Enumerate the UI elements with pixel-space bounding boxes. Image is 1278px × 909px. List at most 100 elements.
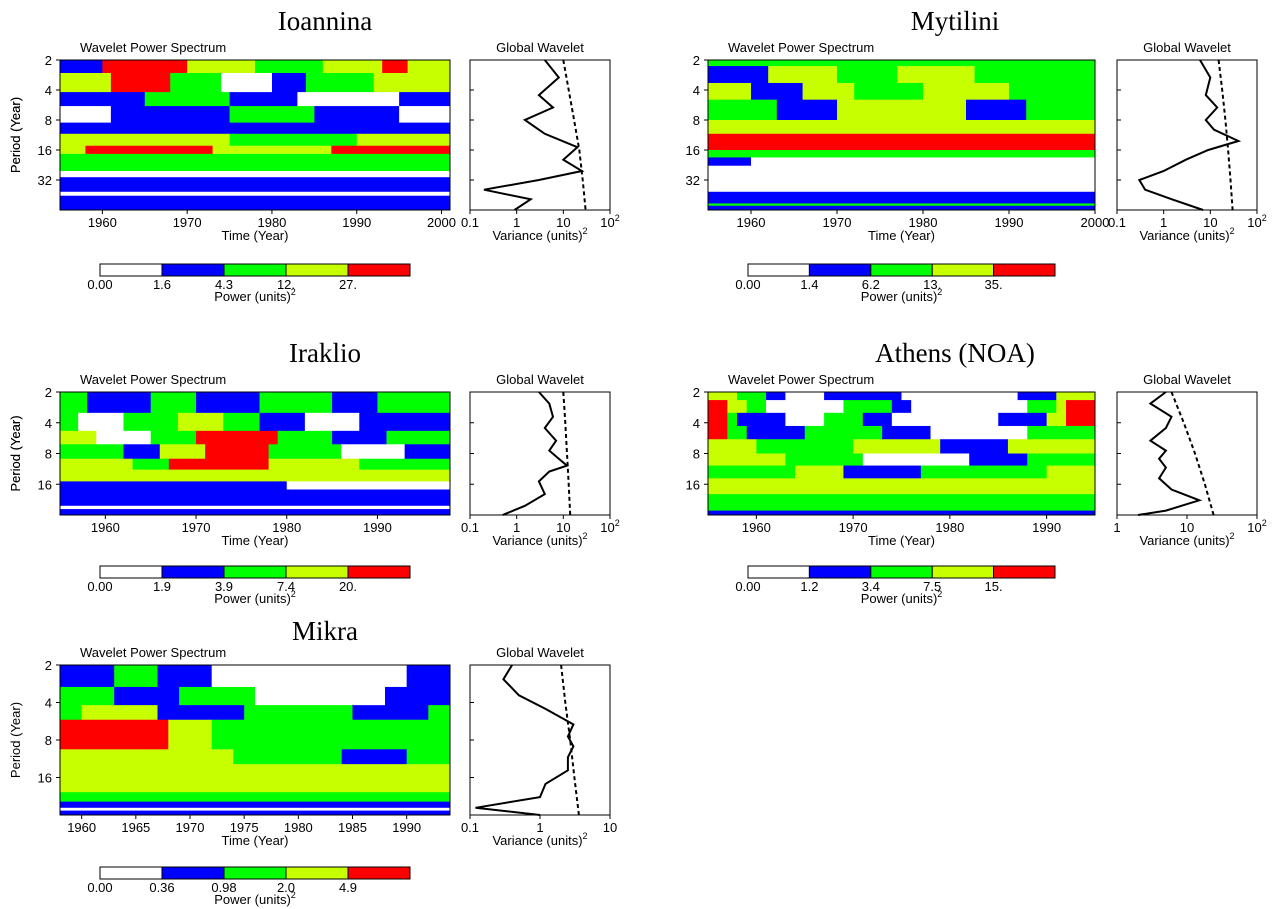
heatmap-cell [60, 177, 451, 193]
time-tick-label: 1970 [823, 215, 852, 230]
heatmap-cell [331, 145, 451, 155]
heatmap-cell [708, 66, 769, 84]
heatmap-cell [356, 133, 451, 147]
heatmap-cell [708, 157, 752, 167]
power-axis-label: Power (units)2 [861, 589, 943, 606]
time-axis-label: Time (Year) [868, 533, 935, 548]
period-axis-label: Period (Year) [8, 97, 23, 173]
colorbar-segment [747, 565, 810, 579]
heatmap-cell [708, 465, 796, 479]
period-tick-label: 4 [45, 696, 52, 711]
time-tick-label: 1960 [88, 215, 117, 230]
heatmap-cell [60, 489, 451, 507]
station-title: Mikra [292, 616, 358, 646]
variance-tick-label: 102 [1247, 213, 1266, 230]
colorbar-level-label: 0.00 [87, 277, 112, 292]
time-tick-label: 1970 [176, 820, 205, 835]
heatmap-cell [60, 749, 234, 765]
heatmap-cell [60, 412, 79, 432]
time-tick-label: 1980 [257, 215, 286, 230]
period-tick-label: 8 [45, 113, 52, 128]
colorbar-segment [99, 565, 163, 579]
heatmap-cell [314, 106, 400, 124]
colorbar-segment [347, 565, 411, 579]
heatmap-cell [60, 153, 451, 172]
station-panel-0: Ioannina Wavelet Power Spectrum 2 4 8 16 32 196… [8, 6, 620, 304]
heatmap-cell [824, 412, 864, 427]
time-tick-label: 1990 [342, 215, 371, 230]
heatmap-cell [708, 205, 1096, 211]
heatmap-cell [708, 99, 778, 121]
time-tick-label: 1970 [173, 215, 202, 230]
colorbar-segment [808, 565, 872, 579]
heatmap-cell [708, 425, 728, 440]
variance-tick-label: 0.1 [461, 520, 479, 535]
spectrum-title: Wavelet Power Spectrum [728, 40, 874, 55]
colorbar-level-label: 1.6 [153, 277, 171, 292]
period-tick-label: 8 [693, 447, 700, 462]
station-title: Ioannina [278, 6, 372, 36]
heatmap-cell [891, 400, 912, 414]
variance-tick-label: 102 [600, 518, 619, 535]
colorbar-segment [931, 263, 995, 277]
colorbar-level-label: 15. [985, 579, 1003, 594]
heatmap-cell [727, 400, 748, 414]
time-tick-label: 1960 [737, 215, 766, 230]
heatmap-cell [211, 719, 451, 750]
colorbar-level-label: 4.9 [339, 880, 357, 895]
heatmap-cell [60, 792, 451, 803]
time-tick-label: 1975 [230, 820, 259, 835]
heatmap-cell [60, 92, 146, 107]
time-tick-label: 1990 [995, 215, 1024, 230]
colorbar-segment [285, 866, 349, 880]
colorbar-segment [161, 263, 225, 277]
period-tick-label: 2 [693, 53, 700, 68]
heatmap-cell [737, 412, 786, 427]
heatmap-cell [196, 392, 261, 414]
colorbar-segment [747, 263, 810, 277]
heatmap-cell [60, 195, 451, 211]
heatmap-cell [60, 801, 451, 809]
period-tick-label: 4 [693, 83, 700, 98]
heatmap-cell [157, 705, 245, 721]
global-title: Global Wavelet [496, 40, 584, 55]
variance-axis-label: Variance (units)2 [492, 831, 587, 848]
period-tick-label: 16 [686, 477, 700, 492]
heatmap-cell [854, 82, 924, 101]
heatmap-cell [322, 60, 383, 74]
heatmap-cell [157, 665, 213, 688]
variance-tick-label: 10 [556, 215, 570, 230]
heatmap-cell [708, 510, 1096, 516]
heatmap-cell [277, 430, 333, 445]
heatmap-cell [102, 60, 188, 74]
station-title: Athens (NOA) [875, 338, 1035, 368]
period-tick-label: 4 [45, 416, 52, 431]
heatmap-cell [795, 465, 844, 479]
heatmap-cell [406, 749, 451, 765]
time-tick-label: 1960 [91, 520, 120, 535]
colorbar-segment [223, 263, 287, 277]
heatmap-cell [1065, 412, 1096, 427]
heatmap-cell [746, 400, 767, 414]
heatmap-cell [1027, 400, 1057, 414]
heatmap-cell [428, 705, 451, 721]
power-heatmap [60, 665, 451, 816]
period-tick-label: 16 [38, 143, 52, 158]
global-wavelet-line [1137, 59, 1242, 211]
heatmap-cell [233, 749, 343, 765]
colorbar-segment [161, 866, 225, 880]
colorbar-level-label: 12. [277, 277, 295, 292]
global-title: Global Wavelet [496, 645, 584, 660]
colorbar-level-label: 27. [339, 277, 357, 292]
colorbar-segment [285, 565, 349, 579]
colorbar-level-label: 2.0 [277, 880, 295, 895]
heatmap-cell [123, 444, 161, 460]
global-wavelet-line [1137, 391, 1203, 516]
significance-line [562, 59, 587, 211]
colorbar-level-label: 1.2 [800, 579, 818, 594]
heatmap-cell [229, 133, 358, 147]
heatmap-cell [271, 72, 307, 93]
heatmap-cell [901, 392, 1019, 401]
heatmap-cell [114, 686, 180, 706]
heatmap-cell [708, 412, 728, 427]
